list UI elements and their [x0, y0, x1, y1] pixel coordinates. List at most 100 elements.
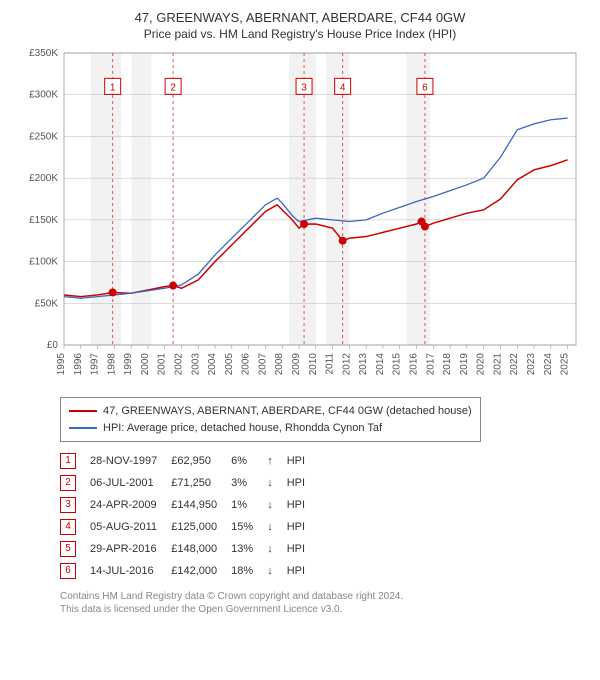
svg-text:2024: 2024 [543, 353, 554, 376]
svg-text:2017: 2017 [425, 353, 436, 376]
svg-text:£200K: £200K [29, 173, 58, 184]
svg-text:2015: 2015 [392, 353, 403, 376]
chart-subtitle: Price paid vs. HM Land Registry's House … [20, 27, 580, 41]
event-arrow: ↓ [267, 516, 287, 538]
svg-text:2021: 2021 [492, 353, 503, 376]
svg-text:2010: 2010 [308, 353, 319, 376]
event-tag: HPI [287, 538, 319, 560]
legend-row: 47, GREENWAYS, ABERNANT, ABERDARE, CF44 … [69, 403, 472, 420]
event-tag: HPI [287, 560, 319, 582]
event-arrow: ↓ [267, 538, 287, 560]
event-row: 3 24-APR-2009£144,9501%↓HPI [60, 494, 319, 516]
event-price: £62,950 [171, 450, 231, 472]
event-marker-cell: 3 [60, 494, 90, 516]
svg-text:2013: 2013 [358, 353, 369, 376]
event-row: 4 05-AUG-2011£125,00015%↓HPI [60, 516, 319, 538]
svg-text:£0: £0 [47, 340, 59, 351]
event-pct: 3% [231, 472, 267, 494]
event-arrow: ↓ [267, 494, 287, 516]
footnote-line1: Contains HM Land Registry data © Crown c… [60, 590, 580, 603]
event-arrow: ↓ [267, 472, 287, 494]
event-pct: 18% [231, 560, 267, 582]
event-marker: 4 [60, 519, 76, 535]
event-date: 24-APR-2009 [90, 494, 171, 516]
legend-label: HPI: Average price, detached house, Rhon… [103, 420, 382, 437]
event-pct: 15% [231, 516, 267, 538]
chart-title: 47, GREENWAYS, ABERNANT, ABERDARE, CF44 … [20, 10, 580, 25]
event-price: £142,000 [171, 560, 231, 582]
svg-text:2000: 2000 [140, 353, 151, 376]
svg-text:£150K: £150K [29, 215, 58, 226]
legend-box: 47, GREENWAYS, ABERNANT, ABERDARE, CF44 … [60, 397, 481, 442]
event-row: 6 14-JUL-2016£142,00018%↓HPI [60, 560, 319, 582]
event-pct: 13% [231, 538, 267, 560]
legend-swatch [69, 427, 97, 429]
svg-text:£100K: £100K [29, 257, 58, 268]
svg-text:2022: 2022 [509, 353, 520, 376]
svg-text:6: 6 [422, 82, 428, 93]
event-row: 2 06-JUL-2001£71,2503%↓HPI [60, 472, 319, 494]
svg-text:1996: 1996 [73, 353, 84, 376]
events-table: 128-NOV-1997£62,9506%↑HPI206-JUL-2001£71… [60, 450, 319, 582]
svg-text:3: 3 [301, 82, 307, 93]
event-marker-cell: 1 [60, 450, 90, 472]
svg-text:£350K: £350K [29, 49, 58, 59]
event-date: 05-AUG-2011 [90, 516, 171, 538]
event-marker: 3 [60, 497, 76, 513]
svg-text:2018: 2018 [442, 353, 453, 376]
svg-text:2019: 2019 [459, 353, 470, 376]
event-pct: 6% [231, 450, 267, 472]
event-marker-cell: 5 [60, 538, 90, 560]
event-row: 1 28-NOV-1997£62,9506%↑HPI [60, 450, 319, 472]
svg-text:2023: 2023 [526, 353, 537, 376]
legend-row: HPI: Average price, detached house, Rhon… [69, 420, 472, 437]
svg-text:£50K: £50K [35, 298, 59, 309]
svg-text:2014: 2014 [375, 353, 386, 376]
event-date: 14-JUL-2016 [90, 560, 171, 582]
svg-text:£250K: £250K [29, 131, 58, 142]
event-tag: HPI [287, 516, 319, 538]
event-marker-cell: 4 [60, 516, 90, 538]
footnote: Contains HM Land Registry data © Crown c… [60, 590, 580, 616]
event-row: 529-APR-2016£148,00013%↓HPI [60, 538, 319, 560]
svg-text:£300K: £300K [29, 90, 58, 101]
svg-text:2006: 2006 [241, 353, 252, 376]
event-price: £71,250 [171, 472, 231, 494]
svg-text:2009: 2009 [291, 353, 302, 376]
svg-text:2025: 2025 [560, 353, 571, 376]
event-date: 06-JUL-2001 [90, 472, 171, 494]
event-tag: HPI [287, 472, 319, 494]
event-marker: 2 [60, 475, 76, 491]
svg-text:2012: 2012 [341, 353, 352, 376]
svg-text:1999: 1999 [123, 353, 134, 376]
svg-text:1: 1 [110, 82, 116, 93]
event-arrow: ↑ [267, 450, 287, 472]
svg-text:2008: 2008 [274, 353, 285, 376]
footnote-line2: This data is licensed under the Open Gov… [60, 603, 580, 616]
event-marker: 6 [60, 563, 76, 579]
svg-text:2: 2 [170, 82, 176, 93]
svg-text:2007: 2007 [257, 353, 268, 376]
svg-text:2003: 2003 [190, 353, 201, 376]
event-marker: 1 [60, 453, 76, 469]
event-price: £148,000 [171, 538, 231, 560]
chart-svg: £0 £50K £100K £150K £200K £250K £300K £350K 1995… [20, 49, 580, 389]
svg-text:1995: 1995 [56, 353, 67, 376]
event-tag: HPI [287, 494, 319, 516]
svg-text:1998: 1998 [106, 353, 117, 376]
event-arrow: ↓ [267, 560, 287, 582]
event-marker-cell: 6 [60, 560, 90, 582]
svg-text:2002: 2002 [174, 353, 185, 376]
legend-swatch [69, 410, 97, 412]
event-pct: 1% [231, 494, 267, 516]
event-price: £125,000 [171, 516, 231, 538]
event-date: 29-APR-2016 [90, 538, 171, 560]
event-price: £144,950 [171, 494, 231, 516]
svg-text:4: 4 [340, 82, 346, 93]
svg-text:2020: 2020 [476, 353, 487, 376]
event-date: 28-NOV-1997 [90, 450, 171, 472]
svg-text:2011: 2011 [325, 353, 336, 375]
legend-label: 47, GREENWAYS, ABERNANT, ABERDARE, CF44 … [103, 403, 472, 420]
event-tag: HPI [287, 450, 319, 472]
svg-text:2004: 2004 [207, 353, 218, 376]
